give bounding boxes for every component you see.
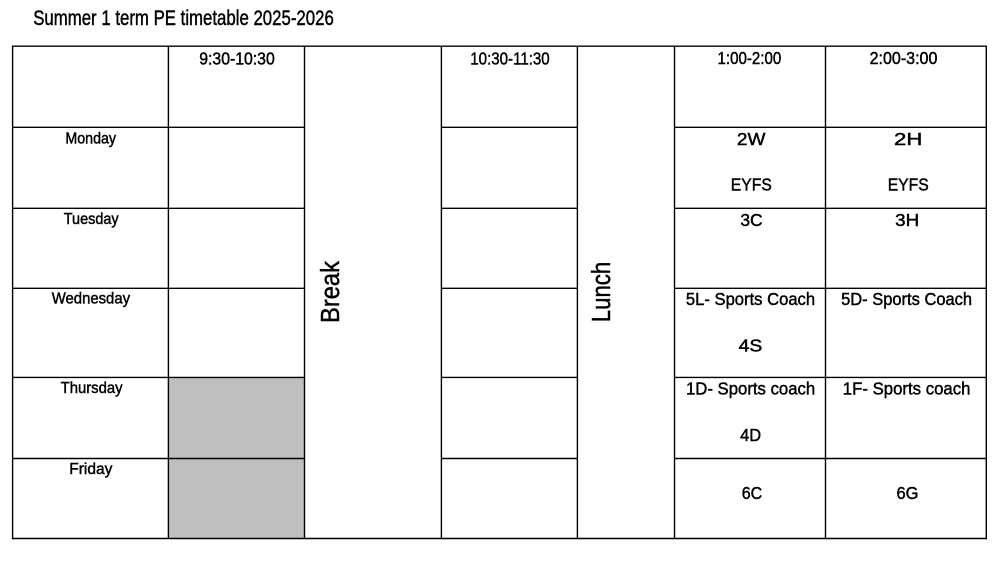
- svg-text:1:00-2:00: 1:00-2:00: [718, 48, 782, 68]
- svg-text:Thursday: Thursday: [61, 380, 123, 397]
- svg-text:9:30-10:30: 9:30-10:30: [199, 48, 275, 68]
- svg-text:4S: 4S: [739, 335, 763, 355]
- svg-text:2:00-3:00: 2:00-3:00: [870, 48, 938, 68]
- svg-text:6G: 6G: [897, 483, 919, 503]
- svg-text:Lunch: Lunch: [588, 262, 616, 323]
- svg-text:5D- Sports Coach: 5D- Sports Coach: [841, 289, 972, 309]
- svg-text:Tuesday: Tuesday: [64, 211, 119, 228]
- svg-text:Break: Break: [315, 260, 345, 323]
- svg-text:1F- Sports coach: 1F- Sports coach: [843, 379, 971, 399]
- svg-text:Friday: Friday: [69, 461, 112, 478]
- svg-text:2W: 2W: [737, 129, 766, 149]
- svg-text:4D: 4D: [740, 425, 761, 445]
- svg-text:6C: 6C: [742, 483, 763, 503]
- svg-text:Monday: Monday: [65, 131, 116, 148]
- svg-text:Wednesday: Wednesday: [52, 291, 130, 308]
- svg-text:3H: 3H: [895, 210, 919, 230]
- svg-text:3C: 3C: [740, 210, 763, 230]
- svg-text:Summer 1 term PE timetable 202: Summer 1 term PE timetable 2025-2026: [33, 7, 334, 30]
- svg-text:5L- Sports Coach: 5L- Sports Coach: [686, 289, 815, 309]
- svg-text:EYFS: EYFS: [888, 175, 929, 195]
- svg-text:10:30-11:30: 10:30-11:30: [470, 48, 550, 68]
- svg-text:2H: 2H: [894, 129, 922, 149]
- svg-text:1D- Sports coach: 1D- Sports coach: [686, 379, 815, 399]
- svg-text:EYFS: EYFS: [731, 175, 772, 195]
